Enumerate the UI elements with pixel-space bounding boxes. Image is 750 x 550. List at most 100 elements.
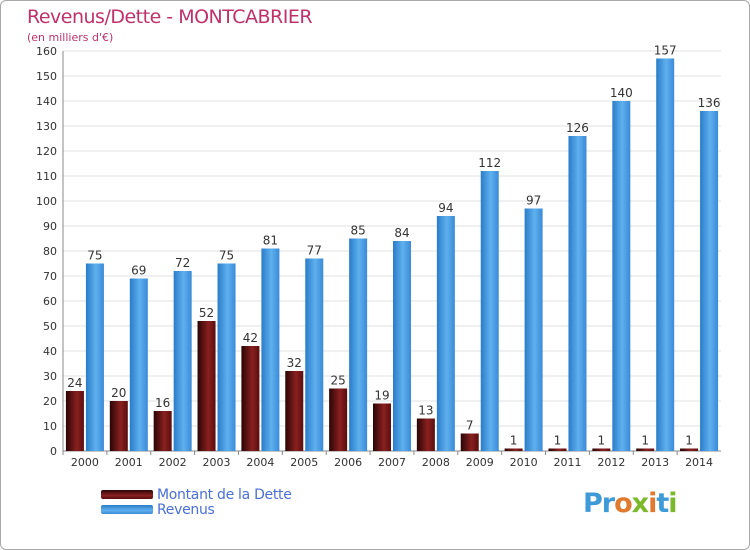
data-label-dette: 52 <box>199 306 214 320</box>
bar-revenus <box>129 278 148 451</box>
data-label-dette: 16 <box>155 396 170 410</box>
legend-swatch-revenus <box>101 505 153 514</box>
data-label-revenus: 75 <box>219 249 234 263</box>
data-label-dette: 24 <box>67 376 82 390</box>
bar-dette <box>460 433 479 451</box>
legend-item-revenus: Revenus <box>101 501 292 518</box>
bar-dette <box>592 448 611 451</box>
x-tick-label: 2011 <box>553 456 581 469</box>
x-tick-label: 2004 <box>246 456 274 469</box>
data-label-revenus: 97 <box>526 194 541 208</box>
legend-label-dette: Montant de la Dette <box>157 486 292 503</box>
data-label-revenus: 77 <box>307 244 322 258</box>
chart-subtitle: (en milliers d'€) <box>27 31 114 44</box>
legend-label-revenus: Revenus <box>157 501 215 518</box>
x-tick-label: 2014 <box>685 456 713 469</box>
data-label-revenus: 112 <box>478 156 501 170</box>
data-label-revenus: 140 <box>610 86 633 100</box>
bar-dette <box>153 411 172 451</box>
x-tick-label: 2005 <box>290 456 318 469</box>
data-label-revenus: 72 <box>175 256 190 270</box>
legend-item-dette: Montant de la Dette <box>101 486 292 503</box>
x-tick-label: 2000 <box>71 456 99 469</box>
data-label-revenus: 81 <box>263 234 278 248</box>
bar-revenus <box>524 208 543 451</box>
data-label-revenus: 126 <box>566 121 589 135</box>
y-tick-label: 40 <box>43 345 57 358</box>
x-tick-label: 2010 <box>510 456 538 469</box>
data-label-revenus: 85 <box>350 224 365 238</box>
x-tick-label: 2013 <box>641 456 669 469</box>
data-label-dette: 1 <box>641 434 649 448</box>
x-tick-label: 2002 <box>159 456 187 469</box>
bar-revenus <box>217 263 236 451</box>
x-tick-label: 2009 <box>466 456 494 469</box>
data-label-dette: 13 <box>418 404 433 418</box>
x-tick-label: 2008 <box>422 456 450 469</box>
proxiti-logo: Proxiti <box>583 488 678 519</box>
x-tick-label: 2007 <box>378 456 406 469</box>
data-label-revenus: 157 <box>654 44 677 58</box>
bar-dette <box>329 388 348 451</box>
y-tick-label: 20 <box>43 395 57 408</box>
bar-revenus <box>700 111 719 451</box>
data-label-dette: 1 <box>510 434 518 448</box>
x-tick-label: 2006 <box>334 456 362 469</box>
bar-dette <box>65 391 84 451</box>
data-label-revenus: 84 <box>394 226 409 240</box>
legend-swatch-dette <box>101 490 153 499</box>
y-tick-label: 70 <box>43 270 57 283</box>
y-tick-label: 120 <box>36 145 57 158</box>
x-tick-label: 2012 <box>597 456 625 469</box>
data-label-dette: 1 <box>598 434 606 448</box>
bar-dette <box>285 371 304 451</box>
data-label-dette: 7 <box>466 419 474 433</box>
y-tick-label: 30 <box>43 370 57 383</box>
bar-revenus <box>436 216 455 451</box>
bar-dette <box>416 418 435 451</box>
bar-dette <box>109 401 128 451</box>
y-tick-label: 140 <box>36 95 57 108</box>
bar-revenus <box>568 136 587 451</box>
bar-dette <box>197 321 216 451</box>
bar-dette <box>680 448 699 451</box>
bar-revenus <box>173 271 192 451</box>
data-label-dette: 19 <box>374 389 389 403</box>
y-tick-label: 150 <box>36 70 57 83</box>
data-label-dette: 32 <box>287 356 302 370</box>
data-label-dette: 25 <box>330 374 345 388</box>
bar-revenus <box>305 258 324 451</box>
legend: Montant de la Dette Revenus <box>101 486 292 518</box>
data-label-dette: 42 <box>243 331 258 345</box>
bar-revenus <box>393 241 411 451</box>
y-tick-label: 50 <box>43 320 57 333</box>
data-label-revenus: 94 <box>438 201 453 215</box>
bar-revenus <box>612 101 631 451</box>
y-tick-label: 60 <box>43 295 57 308</box>
y-tick-label: 160 <box>36 45 57 58</box>
chart-title: Revenus/Dette - MONTCABRIER <box>27 6 313 28</box>
bar-dette <box>636 448 655 451</box>
y-tick-label: 110 <box>36 170 57 183</box>
bar-dette <box>241 346 260 451</box>
bar-revenus <box>261 248 280 451</box>
data-label-revenus: 75 <box>87 249 102 263</box>
y-tick-label: 100 <box>36 195 57 208</box>
data-label-revenus: 136 <box>698 96 721 110</box>
data-label-dette: 20 <box>111 386 126 400</box>
bar-dette <box>504 448 523 451</box>
x-tick-label: 2003 <box>203 456 231 469</box>
bar-dette <box>373 403 391 451</box>
y-tick-label: 80 <box>43 245 57 258</box>
bar-revenus <box>85 263 104 451</box>
bar-revenus <box>480 171 499 451</box>
bar-revenus <box>656 58 675 451</box>
y-tick-label: 90 <box>43 220 57 233</box>
y-tick-label: 10 <box>43 420 57 433</box>
bar-revenus <box>349 238 368 451</box>
y-tick-label: 0 <box>50 445 57 458</box>
data-label-revenus: 69 <box>131 264 146 278</box>
x-tick-label: 2001 <box>115 456 143 469</box>
data-label-dette: 1 <box>554 434 562 448</box>
data-label-dette: 1 <box>685 434 693 448</box>
